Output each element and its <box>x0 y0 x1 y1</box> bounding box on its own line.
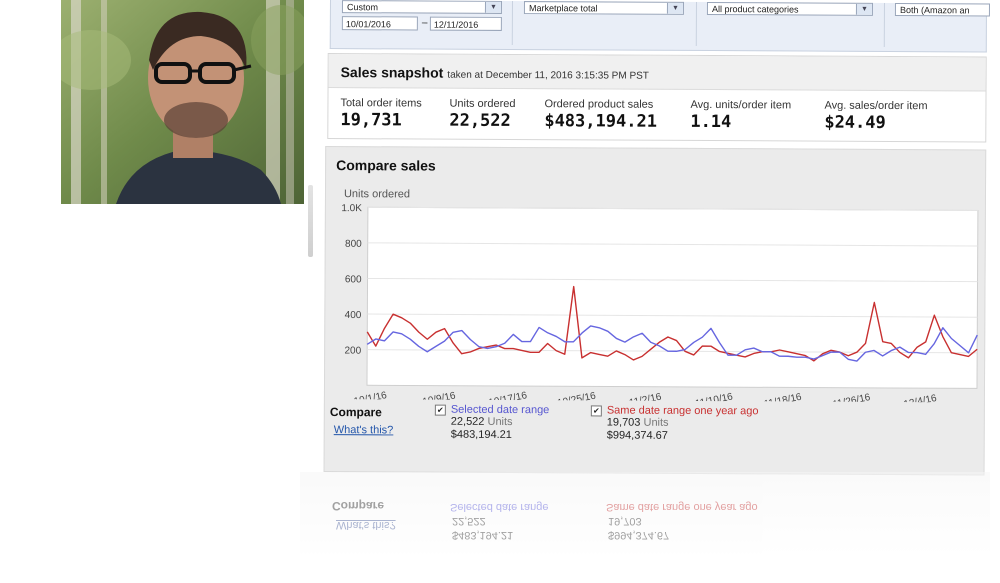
selected-range-checkbox[interactable]: ✔ <box>434 404 446 416</box>
metric-avg-units-per-order-item: Avg. units/order item 1.14 <box>690 99 791 133</box>
date-range-dash: – <box>421 17 428 29</box>
reflected-selected-units: 22,522 <box>452 515 486 527</box>
x-tick-label: 11/18/16 <box>763 392 803 403</box>
y-tick-label: 1.0K <box>341 203 362 214</box>
marketplace-select[interactable]: Marketplace total ▼ <box>523 1 684 15</box>
x-tick-label: 11/10/16 <box>694 391 734 402</box>
legend-previous-label: Same date range one year ago <box>606 404 759 418</box>
compare-sales-panel: Compare sales Units ordered 200 400 600 800… <box>323 146 987 476</box>
metric-value: 19,731 <box>340 110 402 131</box>
y-tick-label: 400 <box>345 310 362 321</box>
chevron-down-icon: ▼ <box>484 1 501 13</box>
x-tick-label: 10/1/16 <box>353 390 388 403</box>
metric-ordered-product-sales: Ordered product sales $483,194.21 <box>544 98 657 132</box>
date-from-field[interactable]: 10/01/2016 <box>341 16 418 31</box>
date-to-field[interactable]: 12/11/2016 <box>429 16 502 31</box>
reflected-compare-label: Compare <box>332 499 385 513</box>
snapshot-header: Sales snapshot taken at December 11, 2016… <box>328 54 986 92</box>
sales-snapshot-panel: Sales snapshot taken at December 11, 2016… <box>327 53 987 143</box>
date-preset-value: Custom <box>346 2 379 13</box>
metric-total-order-items: Total order items 19,731 <box>340 97 421 130</box>
metric-value: 22,522 <box>449 110 511 131</box>
reflection-effect: Compare What's this? Selected date range… <box>300 472 990 557</box>
fulfillment-select[interactable]: Both (Amazon an <box>894 3 990 17</box>
metric-label: Total order items <box>340 97 422 110</box>
reflected-selected-label: Selected date range <box>450 501 549 513</box>
filter-divider <box>883 2 885 47</box>
gridline <box>367 242 978 247</box>
y-tick-label: 600 <box>345 274 362 285</box>
metric-value: $24.49 <box>824 112 886 133</box>
x-tick-label: 12/4/16 <box>903 393 938 403</box>
plot-area <box>366 206 979 389</box>
previous-units-word: Units <box>643 416 669 429</box>
seller-central-screenshot: Custom ▼ 10/01/2016 – 12/11/2016 Marketp… <box>320 0 990 476</box>
series-line <box>366 325 978 362</box>
reflected-previous-sales: $994,374.67 <box>608 529 670 541</box>
x-tick-label: 10/17/16 <box>488 390 529 402</box>
x-tick-label: 11/2/16 <box>628 391 663 402</box>
author-photo <box>61 0 304 204</box>
metric-label: Ordered product sales <box>544 98 654 111</box>
units-ordered-chart: 200 400 600 800 1.0K 10/1/16 10/9/16 10/17/16 10… <box>341 203 979 403</box>
reflected-whats-this: What's this? <box>336 519 396 531</box>
previous-range-checkbox[interactable]: ✔ <box>590 405 602 417</box>
metric-label: Units ordered <box>449 97 516 111</box>
filter-bar: Custom ▼ 10/01/2016 – 12/11/2016 Marketp… <box>329 0 990 53</box>
metric-value: 1.14 <box>690 111 732 133</box>
chevron-down-icon: ▼ <box>855 3 872 15</box>
y-tick-label: 800 <box>345 239 362 250</box>
page-edge-shadow <box>308 185 313 257</box>
marketplace-value: Marketplace total <box>528 3 598 14</box>
x-tick-label: 10/25/16 <box>556 390 597 402</box>
reflected-selected-sales: $483,194.21 <box>452 529 514 541</box>
series-line <box>366 285 978 362</box>
metric-label: Avg. sales/order item <box>824 99 928 113</box>
metric-label: Avg. units/order item <box>690 98 792 112</box>
legend-selected-range: ✔ Selected date range 22,522 Units $483,1… <box>434 403 550 443</box>
legend-selected-label: Selected date range <box>450 403 550 417</box>
gridline <box>367 313 978 318</box>
x-tick-label: 11/26/16 <box>832 392 872 402</box>
selected-units-word: Units <box>487 415 513 429</box>
compare-label: Compare <box>329 405 382 420</box>
metric-units-ordered: Units ordered 22,522 <box>449 98 515 131</box>
snapshot-timestamp: taken at December 11, 2016 3:15:35 PM PS… <box>447 69 649 82</box>
whats-this-link[interactable]: What's this? <box>333 424 394 437</box>
categories-select[interactable]: All product categories ▼ <box>706 2 873 16</box>
previous-units-value: 19,703 <box>606 416 641 429</box>
chevron-down-icon: ▼ <box>666 2 683 14</box>
x-tick-label: 10/9/16 <box>422 390 457 402</box>
selected-units: 22,522 Units <box>451 416 550 430</box>
filter-divider <box>695 1 697 46</box>
gridline <box>367 277 978 283</box>
legend-previous-range: ✔ Same date range one year ago 19,703 Uni… <box>590 404 759 443</box>
fulfillment-value: Both (Amazon an <box>899 5 970 16</box>
reflected-previous-label: Same date range one year ago <box>606 501 758 513</box>
reflected-previous-units: 19,703 <box>608 515 642 527</box>
metric-value: $483,194.21 <box>544 111 658 132</box>
y-tick-label: 200 <box>344 346 361 357</box>
compare-sales-title: Compare sales <box>336 157 436 174</box>
previous-sales: $994,374.67 <box>606 429 668 442</box>
selected-units-value: 22,522 <box>450 415 485 428</box>
snapshot-title: Sales snapshot <box>340 64 444 81</box>
reflection-content: Compare What's this? Selected date range… <box>300 472 990 557</box>
previous-units: 19,703 Units <box>607 416 759 430</box>
date-preset-select[interactable]: Custom ▼ <box>341 0 502 14</box>
selected-sales: $483,194.21 <box>450 428 512 442</box>
metric-avg-sales-per-order-item: Avg. sales/order item $24.49 <box>824 100 927 134</box>
gridline <box>367 206 978 211</box>
filter-divider <box>511 0 513 45</box>
categories-value: All product categories <box>711 4 799 15</box>
